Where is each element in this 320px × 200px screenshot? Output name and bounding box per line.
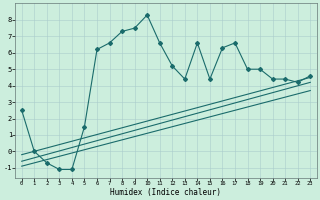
X-axis label: Humidex (Indice chaleur): Humidex (Indice chaleur) xyxy=(110,188,221,197)
